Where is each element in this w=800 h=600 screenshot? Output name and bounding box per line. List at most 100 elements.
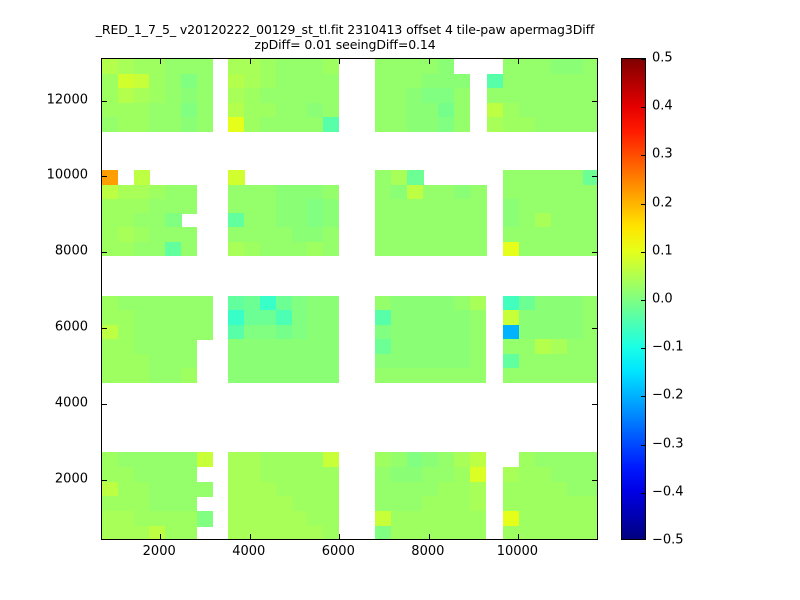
heatmap-cell bbox=[453, 310, 471, 326]
heatmap-cell bbox=[244, 353, 261, 369]
heatmap-cell bbox=[149, 368, 166, 383]
colorbar-gradient bbox=[622, 59, 645, 539]
heatmap-cell bbox=[275, 213, 293, 229]
heatmap-cell bbox=[374, 88, 392, 104]
heatmap-cell bbox=[422, 481, 439, 498]
heatmap-cell bbox=[582, 241, 597, 257]
heatmap-cell bbox=[117, 511, 135, 527]
heatmap-cell bbox=[165, 241, 182, 257]
heatmap-cell bbox=[275, 451, 293, 468]
heatmap-cell bbox=[422, 526, 439, 539]
heatmap-cell bbox=[307, 227, 324, 243]
heatmap-cell bbox=[453, 324, 471, 340]
heatmap-cell bbox=[518, 102, 536, 118]
heatmap-cell bbox=[275, 368, 293, 383]
heatmap-cell bbox=[181, 88, 198, 104]
heatmap-cell bbox=[422, 295, 439, 311]
heatmap-cell bbox=[181, 339, 198, 355]
heatmap-cell bbox=[502, 198, 520, 214]
heatmap-cell bbox=[454, 227, 472, 243]
heatmap-cell bbox=[307, 324, 324, 340]
x-axis-tick-label: 4000 bbox=[232, 544, 266, 559]
heatmap-cell bbox=[291, 227, 308, 243]
heatmap-cell bbox=[259, 451, 277, 468]
heatmap-cell bbox=[502, 184, 520, 200]
heatmap-cell bbox=[518, 466, 536, 483]
heatmap-cell bbox=[117, 184, 135, 200]
heatmap-cell bbox=[133, 324, 150, 340]
heatmap-cell bbox=[149, 73, 166, 89]
heatmap-cell bbox=[117, 213, 135, 229]
heatmap-cell bbox=[228, 511, 245, 527]
heatmap-cell bbox=[582, 466, 597, 483]
heatmap-cell bbox=[228, 353, 245, 369]
heatmap-cell bbox=[438, 496, 455, 512]
heatmap-cell bbox=[275, 295, 293, 311]
heatmap-cell bbox=[406, 496, 423, 512]
heatmap-cell bbox=[323, 324, 339, 340]
heatmap-cell bbox=[323, 117, 339, 132]
heatmap-cell bbox=[374, 184, 392, 200]
x-axis-tick-label: 8000 bbox=[411, 544, 445, 559]
heatmap-cell bbox=[291, 310, 308, 326]
heatmap-cell bbox=[133, 295, 150, 311]
heatmap-cell bbox=[534, 184, 552, 200]
heatmap-cell bbox=[102, 481, 119, 498]
heatmap-cell bbox=[323, 88, 339, 104]
heatmap-cell bbox=[133, 310, 150, 326]
heatmap-cell bbox=[566, 511, 584, 527]
heatmap-cell bbox=[518, 339, 536, 355]
heatmap-cell bbox=[406, 511, 423, 527]
heatmap-cell bbox=[502, 511, 520, 527]
heatmap-cell bbox=[181, 117, 198, 132]
heatmap-cell bbox=[453, 481, 471, 498]
y-axis-tick-label: 8000 bbox=[54, 243, 88, 259]
heatmap-cell bbox=[422, 310, 439, 326]
heatmap-cell bbox=[534, 496, 552, 512]
heatmap-cell bbox=[550, 73, 568, 89]
heatmap-cell bbox=[374, 227, 392, 243]
heatmap-cell bbox=[275, 73, 293, 89]
heatmap-cell bbox=[486, 88, 504, 104]
y-axis-tick-right bbox=[592, 176, 597, 178]
heatmap-cell bbox=[518, 511, 536, 527]
heatmap-cell bbox=[244, 526, 261, 539]
detector-tile bbox=[102, 59, 213, 132]
heatmap-cell bbox=[438, 227, 456, 243]
colorbar bbox=[621, 58, 646, 540]
heatmap-cell bbox=[469, 511, 486, 527]
heatmap-cell bbox=[566, 213, 584, 229]
heatmap-cell bbox=[502, 353, 520, 369]
colorbar-tick-label: −0.3 bbox=[652, 436, 684, 452]
y-axis-tick-right bbox=[592, 403, 597, 405]
heatmap-cell bbox=[181, 184, 197, 200]
heatmap-cell bbox=[502, 368, 520, 383]
heatmap-cell bbox=[534, 213, 552, 229]
heatmap-cell bbox=[374, 170, 392, 186]
heatmap-cell bbox=[582, 511, 597, 527]
heatmap-cell bbox=[566, 451, 584, 468]
heatmap-cell bbox=[323, 241, 339, 257]
heatmap-cell bbox=[390, 324, 408, 340]
heatmap-cell bbox=[244, 310, 261, 326]
heatmap-cell bbox=[390, 213, 408, 229]
heatmap-cell bbox=[486, 117, 504, 132]
heatmap-cell bbox=[454, 184, 472, 200]
heatmap-cell bbox=[390, 339, 408, 355]
heatmap-cell bbox=[534, 451, 552, 468]
heatmap-cell bbox=[502, 88, 520, 104]
heatmap-cell bbox=[165, 73, 182, 89]
heatmap-cell bbox=[228, 324, 245, 340]
heatmap-cell bbox=[374, 213, 392, 229]
heatmap-cell bbox=[534, 295, 552, 311]
detector-tile bbox=[102, 170, 197, 257]
heatmap-cell bbox=[422, 184, 440, 200]
heatmap-cell bbox=[102, 73, 119, 89]
heatmap-cell bbox=[534, 481, 552, 498]
heatmap-cell bbox=[275, 526, 293, 539]
heatmap-cell bbox=[566, 353, 584, 369]
heatmap-cell bbox=[133, 511, 150, 527]
heatmap-cell bbox=[582, 310, 597, 326]
heatmap-cell bbox=[259, 526, 277, 539]
heatmap-cell bbox=[244, 102, 261, 118]
